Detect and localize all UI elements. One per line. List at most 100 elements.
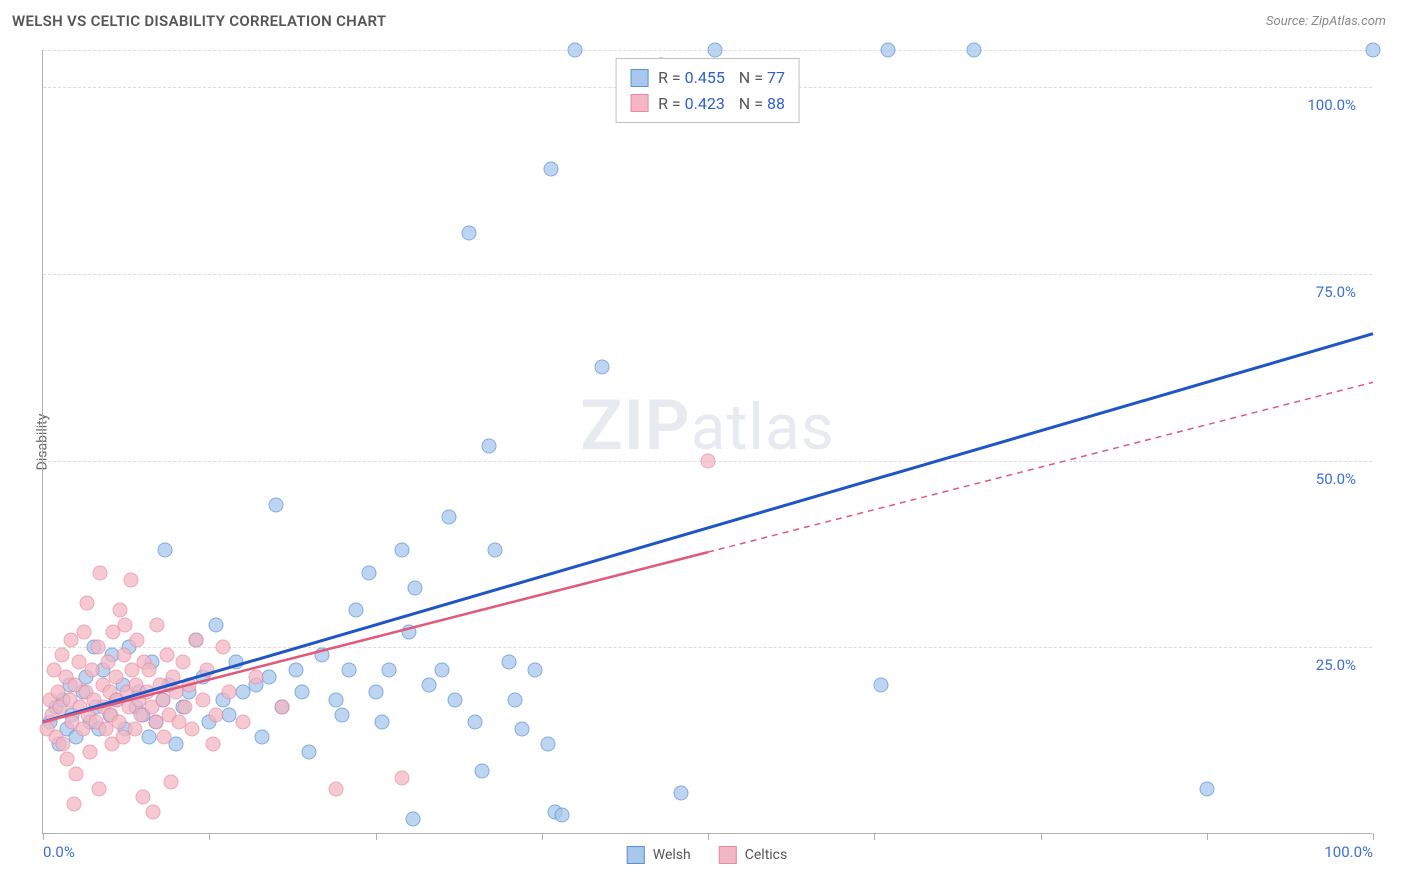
data-point [461, 225, 476, 240]
data-point [101, 655, 116, 670]
data-point [111, 715, 126, 730]
data-point [508, 692, 523, 707]
data-point [880, 43, 895, 58]
data-point [248, 670, 263, 685]
data-point [195, 692, 210, 707]
data-point [514, 722, 529, 737]
data-point [268, 498, 283, 513]
data-point [123, 573, 138, 588]
data-point [109, 670, 124, 685]
data-point [255, 729, 270, 744]
data-point [544, 162, 559, 177]
stat-n-label: N = 88 [735, 91, 785, 117]
data-point [441, 509, 456, 524]
stat-row: R = 0.455 N = 77 [630, 65, 785, 91]
data-point [79, 595, 94, 610]
data-point [222, 685, 237, 700]
data-point [146, 804, 161, 819]
data-point [113, 603, 128, 618]
x-tick-mark [1373, 833, 1374, 840]
data-point [118, 617, 133, 632]
data-point [408, 580, 423, 595]
x-tick-mark [376, 833, 377, 840]
data-point [528, 662, 543, 677]
x-tick-mark [708, 833, 709, 840]
data-point [1366, 43, 1381, 58]
data-point [59, 752, 74, 767]
data-point [395, 543, 410, 558]
data-point [468, 715, 483, 730]
data-point [93, 565, 108, 580]
data-point [488, 543, 503, 558]
trend-line-dashed [708, 382, 1373, 552]
data-point [435, 662, 450, 677]
gridline [43, 274, 1372, 275]
data-point [55, 737, 70, 752]
data-point [474, 763, 489, 778]
data-point [967, 43, 982, 58]
data-point [175, 655, 190, 670]
x-tick-mark [542, 833, 543, 840]
correlation-stats-box: R = 0.455 N = 77R = 0.423 N = 88 [615, 58, 800, 123]
data-point [208, 617, 223, 632]
data-point [135, 789, 150, 804]
legend-item: Celtics [719, 846, 787, 864]
data-point [262, 670, 277, 685]
data-point [594, 360, 609, 375]
stat-r-label: R = 0.455 [658, 65, 725, 91]
legend: Welsh Celtics [627, 846, 787, 864]
legend-label: Welsh [653, 847, 691, 863]
data-point [157, 729, 172, 744]
data-point [401, 625, 416, 640]
data-point [150, 617, 165, 632]
data-point [69, 767, 84, 782]
x-tick-mark [874, 833, 875, 840]
data-point [328, 692, 343, 707]
data-point [130, 632, 145, 647]
data-point [701, 453, 716, 468]
data-point [541, 737, 556, 752]
data-point [368, 685, 383, 700]
x-tick-label: 0.0% [43, 843, 75, 861]
data-point [163, 774, 178, 789]
legend-item: Welsh [627, 846, 691, 864]
data-point [554, 808, 569, 823]
data-point [568, 43, 583, 58]
legend-swatch [719, 846, 737, 864]
data-point [142, 662, 157, 677]
data-point [873, 677, 888, 692]
data-point [159, 647, 174, 662]
gridline [43, 647, 1372, 648]
data-point [405, 812, 420, 827]
data-point [235, 715, 250, 730]
data-point [361, 565, 376, 580]
data-point [206, 737, 221, 752]
data-point [215, 640, 230, 655]
plot-area: ZIPatlas R = 0.455 N = 77R = 0.423 N = 8… [42, 50, 1372, 834]
data-point [54, 647, 69, 662]
x-tick-mark [1207, 833, 1208, 840]
data-point [90, 640, 105, 655]
data-point [707, 43, 722, 58]
data-point [315, 647, 330, 662]
x-tick-mark [209, 833, 210, 840]
data-point [395, 771, 410, 786]
data-point [117, 647, 132, 662]
data-point [1199, 782, 1214, 797]
data-point [375, 715, 390, 730]
data-point [142, 729, 157, 744]
y-tick-label: 100.0% [1303, 96, 1360, 114]
data-point [448, 692, 463, 707]
y-tick-label: 75.0% [1312, 283, 1360, 301]
data-point [341, 662, 356, 677]
data-point [158, 543, 173, 558]
legend-swatch [627, 846, 645, 864]
data-point [228, 655, 243, 670]
data-point [348, 603, 363, 618]
legend-swatch [630, 94, 648, 112]
data-point [208, 707, 223, 722]
data-point [335, 707, 350, 722]
data-point [82, 744, 97, 759]
data-point [381, 662, 396, 677]
data-point [674, 785, 689, 800]
